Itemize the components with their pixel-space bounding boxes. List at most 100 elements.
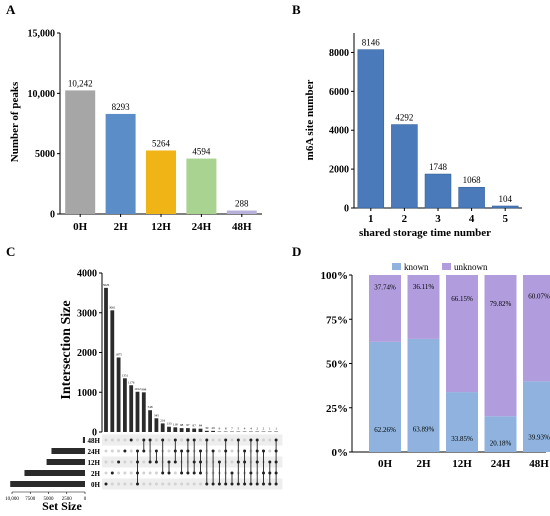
panel-b-ytick-label: 8000 <box>329 48 349 59</box>
panel-a-value-label: 10,242 <box>68 78 93 88</box>
panel-c-matrix-dot <box>217 438 221 442</box>
panel-c-intersection-bar <box>135 391 140 432</box>
panel-c-intersection-label: 84 <box>199 424 203 428</box>
panel-c-matrix-dot <box>123 460 127 464</box>
panel-c-matrix-dot <box>167 449 171 453</box>
panel-c-matrix-dot <box>104 449 108 453</box>
panel-c-set-size-bar <box>82 437 85 443</box>
panel-c-matrix-dot <box>129 471 133 475</box>
panel-c-matrix-dot <box>186 482 190 486</box>
panel-d-pct-label: 20.18% <box>490 440 512 448</box>
panel-c-matrix-dot <box>104 482 108 486</box>
panel-b-value-label: 1748 <box>429 162 448 172</box>
panel-c-set-label: 2H <box>91 470 101 478</box>
panel-c-intersection-label: 133 <box>167 422 172 426</box>
panel-b-bar <box>391 124 418 209</box>
panel-c-intersection-label: 3061 <box>109 305 116 309</box>
panel-c-intersection-label: 4 <box>250 427 252 431</box>
panel-c-matrix-dot <box>129 449 133 453</box>
panel-letter-d: D <box>292 244 301 259</box>
panel-c-set-size-bar <box>46 459 85 465</box>
panel-c-matrix-dot <box>110 460 114 464</box>
panel-c-intersection-label: 87 <box>193 424 197 428</box>
panel-c-matrix-dot <box>123 438 127 442</box>
panel-c-matrix-dot <box>117 438 121 442</box>
panel-c-matrix-dot <box>117 460 121 464</box>
panel-b-chart: m6A site number shared storage time numb… <box>304 33 522 239</box>
panel-a-xtick-label: 12H <box>151 221 171 233</box>
panel-c-matrix-dot <box>230 460 234 464</box>
panel-letter-a: A <box>6 2 16 17</box>
panel-d-bar-unknown <box>369 275 401 342</box>
panel-c-matrix-dot <box>123 471 127 475</box>
panel-c-intersection-label: 216 <box>160 418 165 422</box>
panel-a-bar <box>226 210 257 214</box>
panel-c-set-size-tick-label: 0 <box>84 497 87 502</box>
panel-d-xtick-label: 12H <box>452 458 472 470</box>
panel-d-bar-known <box>446 392 478 452</box>
panel-d-bar-unknown <box>446 275 478 393</box>
panel-c-intersection-bar <box>148 410 152 432</box>
panel-c-intersection-bar <box>204 430 209 432</box>
panel-d-pct-label: 60.07% <box>528 292 550 300</box>
panel-c-intersection-label: 30 <box>205 426 209 430</box>
panel-c-matrix-dot <box>230 438 234 442</box>
panel-d-pct-label: 62.26% <box>374 426 396 434</box>
panel-c-matrix-dot <box>180 482 184 486</box>
panel-c-matrix-dot <box>154 438 158 442</box>
panel-b-xtick-label: 1 <box>368 213 374 225</box>
panel-c-intersection-label: 2 <box>256 427 258 431</box>
panel-c-matrix-dot <box>154 482 158 486</box>
panel-d-xtick-label: 48H <box>529 458 549 470</box>
panel-d-legend-swatch <box>442 263 451 270</box>
panel-c-matrix-dot <box>192 482 196 486</box>
panel-c-intersection-bar <box>160 423 165 432</box>
panel-b-xtick-label: 2 <box>402 213 408 225</box>
panel-d-legend-swatch <box>392 263 401 270</box>
panel-a-ytick-label: 10,000 <box>28 89 56 100</box>
panel-c-intersection-bar <box>211 430 215 432</box>
panel-b-value-label: 1068 <box>463 175 482 185</box>
panel-a-ylabel: Number of peaks <box>9 81 21 162</box>
panel-c-set-size-tick-label: 10,000 <box>5 497 19 502</box>
panel-a-xtick-label: 48H <box>232 221 252 233</box>
panel-c-intersection-label: 1176 <box>128 380 135 384</box>
panel-c-matrix-dot <box>173 471 177 475</box>
panel-c-matrix-stripe <box>102 478 283 490</box>
panel-b-ytick-label: 4000 <box>329 126 349 137</box>
panel-a-xtick-label: 2H <box>114 221 129 233</box>
panel-b-bar <box>357 49 385 209</box>
panel-c-intersection-label: 548 <box>148 405 153 409</box>
panel-a-ytick-label: 0 <box>50 210 55 221</box>
panel-c-matrix-dot <box>211 438 215 442</box>
panel-c-matrix-dot <box>268 449 272 453</box>
panel-a-bar <box>186 158 217 214</box>
panel-c-matrix-dot <box>268 438 272 442</box>
panel-b-value-label: 8146 <box>362 38 381 48</box>
panel-c-intersection-bar <box>167 426 171 432</box>
panel-c-matrix-dot <box>104 460 108 464</box>
panel-c-intersection-bar <box>110 310 115 432</box>
panel-c-intersection-bar <box>116 357 121 432</box>
panel-c-matrix-dot <box>148 471 152 475</box>
panel-letter-b: B <box>292 2 301 17</box>
panel-a-value-label: 288 <box>235 199 249 209</box>
panel-c-ytick-label: 3000 <box>77 308 97 319</box>
panel-b-ytick-label: 2000 <box>329 165 349 176</box>
panel-d-legend-label: unknown <box>454 262 488 272</box>
panel-c-matrix-dot <box>110 471 114 475</box>
panel-c-matrix-dot <box>167 438 171 442</box>
panel-d-bar-known <box>523 381 550 452</box>
panel-d-xtick-label: 2H <box>416 458 431 470</box>
panel-c-matrix-dot <box>123 449 127 453</box>
panel-b-ylabel: m6A site number <box>304 80 316 161</box>
panel-d-pct-label: 36.11% <box>413 283 434 291</box>
panel-a-bar <box>105 113 136 214</box>
panel-c-intersection-bar <box>129 385 134 432</box>
panel-c-intersection-label: 1351 <box>122 373 129 377</box>
panel-d-pct-label: 33.85% <box>451 435 473 443</box>
panel-c-set-label: 48H <box>88 437 101 445</box>
panel-c-intersection-label: 1 <box>275 427 277 431</box>
panel-c-matrix-dot <box>129 482 133 486</box>
